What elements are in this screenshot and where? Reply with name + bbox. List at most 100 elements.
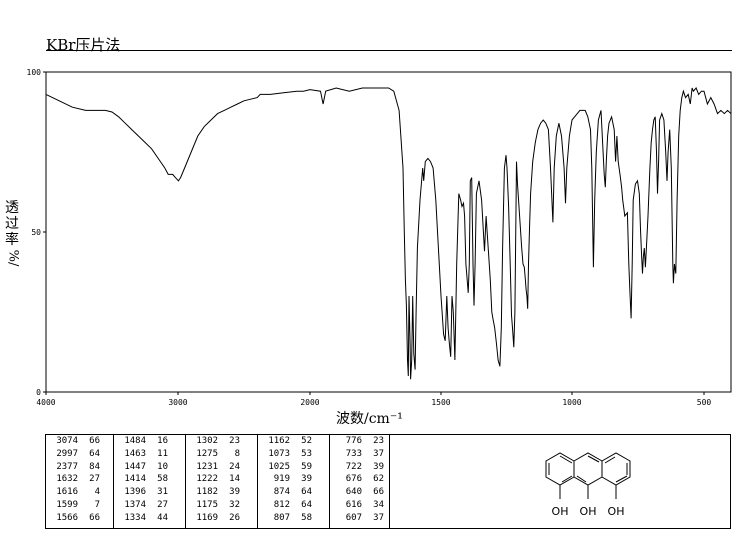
peak-transmittance: 34 (373, 499, 384, 510)
peak-wavenumber: 1073 (268, 448, 290, 459)
oh-label-middle: OH (580, 505, 597, 518)
peak-wavenumber: 776 (345, 436, 362, 446)
peak-transmittance: 58 (301, 512, 312, 523)
peak-row: 1616 4 (46, 486, 113, 499)
peak-row: 919 39 (258, 473, 329, 486)
peak-transmittance: 66 (89, 512, 100, 523)
peak-wavenumber: 3074 (56, 436, 78, 446)
peak-row: 1414 58 (114, 473, 185, 486)
peak-wavenumber: 1222 (196, 474, 218, 485)
peak-wavenumber: 1447 (124, 461, 146, 472)
peak-row: 1222 14 (186, 473, 257, 486)
right-ring (601, 452, 631, 486)
peak-transmittance: 16 (157, 436, 168, 446)
peak-wavenumber: 640 (345, 487, 362, 498)
peak-wavenumber: 1414 (124, 474, 146, 485)
peak-row: 1162 52 (258, 435, 329, 448)
peak-row: 812 64 (258, 499, 329, 512)
peak-wavenumber: 1334 (124, 512, 146, 523)
left-ring (545, 452, 575, 486)
x-tick-label: 3000 (168, 398, 187, 407)
middle-ring (573, 452, 603, 486)
peak-wavenumber: 1169 (196, 512, 218, 523)
peak-transmittance: 39 (301, 474, 312, 485)
peak-row: 1484 16 (114, 435, 185, 448)
title-underline (46, 50, 732, 51)
x-axis-ticks: 4000 3000 2000 1500 1000 500 (36, 392, 711, 407)
peak-transmittance: 37 (373, 448, 384, 459)
peak-transmittance: 26 (229, 512, 240, 523)
peak-wavenumber: 607 (345, 512, 362, 523)
peak-row: 874 64 (258, 486, 329, 499)
peak-wavenumber: 807 (273, 512, 290, 523)
y-axis-label: 透过率 %/ (4, 200, 20, 266)
peak-transmittance: 52 (301, 436, 312, 446)
peak-wavenumber: 1302 (196, 436, 218, 446)
peak-wavenumber: 1566 (56, 512, 78, 523)
peak-transmittance: 66 (89, 436, 100, 446)
peak-wavenumber: 919 (273, 474, 290, 485)
x-tick-label: 1000 (562, 398, 581, 407)
peak-wavenumber: 1484 (124, 436, 146, 446)
peak-transmittance: 62 (373, 474, 384, 485)
x-axis-label: 波数/cm⁻¹ (336, 411, 403, 427)
peak-wavenumber: 1616 (56, 487, 78, 498)
peak-transmittance: 32 (229, 499, 240, 510)
peak-transmittance: 37 (373, 512, 384, 523)
oh-label-right: OH (608, 505, 625, 518)
peak-transmittance: 10 (157, 461, 168, 472)
peak-wavenumber: 1275 (196, 448, 218, 459)
peak-wavenumber: 616 (345, 499, 362, 510)
peak-wavenumber: 1231 (196, 461, 218, 472)
peak-row: 1275 8 (186, 448, 257, 461)
peak-column: 1302 23 1275 8 1231 24 1222 14 1182 39 1175 32 1169 2… (186, 435, 258, 528)
peak-row: 640 66 (330, 486, 389, 499)
ir-spectrum-chart: 4000 3000 2000 1500 1000 500 0 50 100 (27, 68, 732, 407)
peak-transmittance: 4 (94, 487, 100, 498)
peak-wavenumber: 812 (273, 499, 290, 510)
peak-row: 1447 10 (114, 461, 185, 474)
peak-transmittance: 27 (89, 474, 100, 485)
peak-wavenumber: 1182 (196, 487, 218, 498)
peak-transmittance: 31 (157, 487, 168, 498)
peak-column: 3074 66 2997 64 2377 84 1632 27 1616 4 1599 7 1566 66 (46, 435, 114, 528)
peak-transmittance: 23 (229, 436, 240, 446)
anthracenetriol-structure: OH OH OH (545, 452, 631, 518)
peak-row: 1334 44 (114, 512, 185, 525)
peak-row: 607 37 (330, 512, 389, 525)
peak-transmittance: 64 (301, 487, 312, 498)
peak-wavenumber: 1396 (124, 487, 146, 498)
peak-row: 1396 31 (114, 486, 185, 499)
peak-transmittance: 8 (234, 448, 240, 459)
peak-wavenumber: 2377 (56, 461, 78, 472)
peak-row: 1302 23 (186, 435, 257, 448)
peak-row: 776 23 (330, 435, 389, 448)
peak-row: 722 39 (330, 461, 389, 474)
peak-table: 3074 66 2997 64 2377 84 1632 27 1616 4 1599 7 1566 66… (45, 434, 731, 529)
y-axis-label-text: 透过率 (5, 200, 19, 248)
peak-transmittance: 44 (157, 512, 168, 523)
peak-wavenumber: 676 (345, 474, 362, 485)
peak-row: 1025 59 (258, 461, 329, 474)
peak-wavenumber: 1599 (56, 499, 78, 510)
peak-row: 676 62 (330, 473, 389, 486)
peak-row: 1566 66 (46, 512, 113, 525)
peak-transmittance: 7 (94, 499, 100, 510)
peak-column: 1162 52 1073 53 1025 59 919 39 874 64 812 64 807 58 (258, 435, 330, 528)
spectrum-series-line (45, 87, 732, 380)
peak-wavenumber: 874 (273, 487, 290, 498)
peak-transmittance: 84 (89, 461, 100, 472)
peak-transmittance: 58 (157, 474, 168, 485)
peak-transmittance: 66 (373, 487, 384, 498)
peak-wavenumber: 733 (345, 448, 362, 459)
peak-transmittance: 53 (301, 448, 312, 459)
x-tick-label: 500 (697, 398, 712, 407)
peak-wavenumber: 1463 (124, 448, 146, 459)
peak-row: 1073 53 (258, 448, 329, 461)
peak-transmittance: 39 (373, 461, 384, 472)
peak-wavenumber: 1025 (268, 461, 290, 472)
peak-column: 776 23 733 37 722 39 676 62 640 66 616 34 607 37 (330, 435, 390, 528)
peak-row: 616 34 (330, 499, 389, 512)
peak-wavenumber: 1632 (56, 474, 78, 485)
peak-wavenumber: 722 (345, 461, 362, 472)
